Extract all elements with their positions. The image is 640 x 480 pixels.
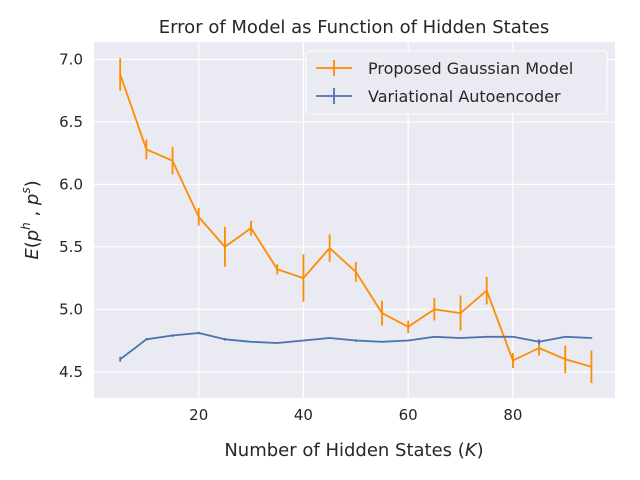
legend-label: Proposed Gaussian Model xyxy=(368,59,573,78)
y-tick-label: 5.0 xyxy=(59,300,83,318)
ticks: 20 40 60 80 4.5 5.0 5.5 6.0 6.5 7.0 xyxy=(59,50,522,424)
legend-box xyxy=(305,50,608,115)
x-tick-label: 20 xyxy=(189,406,208,424)
x-axis-label: Number of Hidden States (K) xyxy=(224,440,483,461)
series-2 xyxy=(119,331,593,362)
y-tick-label: 4.5 xyxy=(59,363,83,381)
y-axis-label: E(ph , ps) xyxy=(19,180,43,259)
x-tick-label: 80 xyxy=(503,406,522,424)
x-tick-label: 60 xyxy=(399,406,418,424)
y-tick-label: 7.0 xyxy=(59,50,83,68)
x-tick-label: 40 xyxy=(294,406,313,424)
chart-title: Error of Model as Function of Hidden Sta… xyxy=(159,17,550,38)
y-tick-label: 6.0 xyxy=(59,175,83,193)
legend-label: Variational Autoencoder xyxy=(368,87,561,106)
y-tick-label: 6.5 xyxy=(59,113,83,131)
legend: Proposed Gaussian Model Variational Autoe… xyxy=(305,50,608,115)
series-1 xyxy=(119,58,593,384)
series-layer xyxy=(119,58,593,384)
y-tick-label: 5.5 xyxy=(59,238,83,256)
